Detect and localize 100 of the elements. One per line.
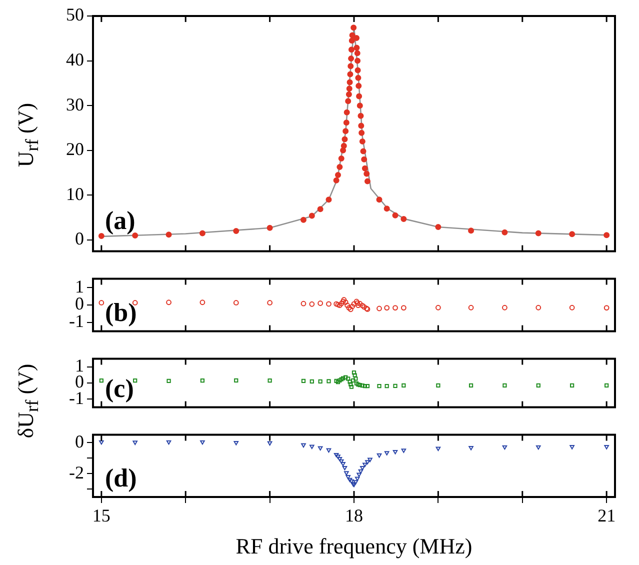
point — [604, 232, 610, 238]
point — [351, 301, 357, 307]
point — [336, 164, 343, 170]
point — [354, 476, 360, 482]
annotation: (b) — [105, 298, 137, 327]
point — [392, 450, 398, 454]
point — [356, 472, 362, 477]
point — [356, 382, 360, 387]
point — [365, 460, 370, 464]
point — [365, 384, 370, 388]
point — [267, 441, 272, 446]
point — [341, 376, 346, 380]
point — [502, 229, 508, 236]
y-tick-label: 20 — [66, 139, 84, 160]
point — [338, 300, 344, 306]
point — [346, 376, 350, 381]
point — [348, 46, 354, 53]
point — [358, 469, 364, 474]
point — [535, 230, 542, 236]
point — [384, 451, 390, 456]
point — [310, 379, 314, 384]
point — [334, 378, 338, 383]
point — [234, 440, 239, 446]
point — [267, 300, 273, 306]
point — [359, 138, 366, 144]
point — [98, 232, 104, 239]
point — [350, 304, 356, 310]
point — [360, 148, 366, 154]
point — [343, 120, 350, 126]
point — [364, 178, 370, 184]
point — [301, 378, 306, 383]
point — [347, 478, 352, 482]
point — [569, 304, 575, 310]
x-tick-label: 18 — [345, 506, 363, 526]
point — [326, 196, 332, 203]
point — [402, 383, 406, 388]
point — [199, 230, 206, 236]
point — [604, 445, 609, 450]
point — [336, 380, 340, 384]
point — [333, 177, 340, 184]
point — [358, 130, 365, 136]
point — [348, 56, 354, 62]
point — [436, 446, 441, 452]
point — [368, 458, 372, 462]
point — [300, 300, 306, 306]
point — [345, 98, 352, 104]
point — [338, 378, 342, 382]
point — [98, 300, 104, 306]
point — [348, 380, 352, 384]
point — [354, 376, 358, 381]
point — [334, 452, 339, 458]
point — [401, 448, 406, 453]
point — [234, 378, 238, 382]
point — [233, 300, 239, 306]
point — [200, 300, 206, 306]
point — [99, 440, 104, 445]
x-axis-title: RF drive frequency (MHz) — [236, 534, 472, 559]
point — [346, 86, 352, 92]
point — [346, 79, 353, 86]
point — [355, 74, 362, 81]
point — [340, 142, 347, 149]
point — [384, 384, 389, 388]
point — [200, 378, 205, 383]
point — [344, 302, 350, 308]
point — [166, 232, 172, 238]
point — [344, 109, 350, 116]
point — [435, 224, 442, 230]
y-tick-label: 10 — [66, 184, 84, 204]
point — [166, 378, 171, 383]
point — [309, 301, 315, 307]
y-tick-label: 0 — [75, 431, 84, 452]
point — [376, 453, 382, 458]
point — [377, 384, 382, 388]
point — [99, 378, 104, 383]
point — [133, 378, 138, 383]
point — [502, 445, 508, 450]
point — [339, 377, 344, 382]
annotation: (d) — [105, 464, 137, 493]
point — [352, 370, 356, 375]
point — [326, 448, 332, 453]
point — [348, 306, 354, 312]
point — [346, 305, 352, 310]
point — [166, 440, 172, 445]
point — [536, 383, 540, 388]
point — [354, 381, 359, 386]
point — [362, 165, 368, 172]
point — [344, 471, 349, 476]
point — [356, 102, 363, 109]
point — [342, 300, 348, 305]
point — [318, 446, 323, 451]
point — [346, 91, 352, 98]
point — [354, 44, 360, 51]
y-tick-label: 1 — [75, 276, 84, 296]
point — [349, 479, 354, 484]
point — [336, 454, 340, 459]
point — [344, 375, 348, 380]
point — [400, 305, 406, 310]
point — [569, 231, 576, 238]
point — [435, 304, 441, 310]
point — [356, 82, 362, 89]
